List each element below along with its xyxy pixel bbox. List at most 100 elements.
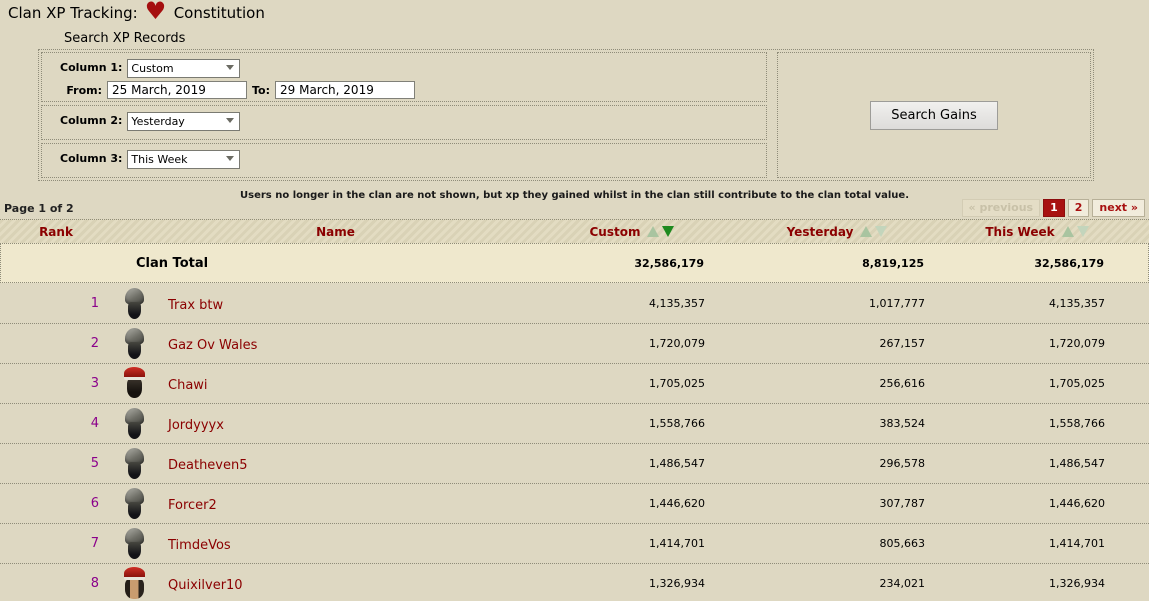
player-avatar (122, 527, 148, 561)
clan-total-yesterday: 8,819,125 (862, 256, 924, 270)
sort-desc-icon[interactable] (1076, 226, 1089, 237)
this-week-xp-value: 1,446,620 (1049, 497, 1105, 510)
rank-value: 3 (90, 376, 99, 391)
player-avatar (122, 566, 148, 601)
search-heading: Search XP Records (64, 31, 186, 46)
rank-value: 2 (90, 336, 99, 351)
pagination: « previous 1 2 next » (961, 199, 1145, 217)
this-week-xp-value: 1,705,025 (1049, 377, 1105, 390)
column2-box: Column 2: Yesterday (41, 105, 767, 140)
page-1-button[interactable]: 1 (1043, 199, 1065, 217)
player-name-link[interactable]: TimdeVos (168, 538, 231, 553)
column2-select-wrap: Yesterday (127, 110, 241, 131)
column1-select[interactable]: Custom (127, 59, 241, 78)
this-week-xp-value: 1,720,079 (1049, 337, 1105, 350)
custom-xp-value: 1,558,766 (649, 417, 705, 430)
player-rows: 1 Trax btw 4,135,357 1,017,777 4,135,357… (0, 284, 1149, 601)
rank-value: 6 (90, 496, 99, 511)
table-row: 4 Jordyyyx 1,558,766 383,524 1,558,766 (0, 404, 1149, 444)
custom-xp-value: 4,135,357 (649, 297, 705, 310)
rank-value: 1 (90, 296, 99, 311)
table-row: 8 Quixilver10 1,326,934 234,021 1,326,93… (0, 564, 1149, 601)
table-row: 2 Gaz Ov Wales 1,720,079 267,157 1,720,0… (0, 324, 1149, 364)
yesterday-xp-value: 296,578 (879, 457, 926, 470)
search-gains-button[interactable]: Search Gains (870, 100, 998, 130)
rank-value: 5 (90, 456, 99, 471)
column3-select[interactable]: This Week (127, 150, 241, 169)
yesterday-xp-value: 805,663 (879, 537, 926, 550)
clan-total-this-week: 32,586,179 (1034, 256, 1104, 270)
rank-value: 8 (90, 576, 99, 591)
column2-select[interactable]: Yesterday (127, 112, 241, 131)
custom-xp-value: 1,720,079 (649, 337, 705, 350)
this-week-xp-value: 1,414,701 (1049, 537, 1105, 550)
column1-box: Column 1: Custom From: To: (41, 52, 767, 102)
player-avatar (122, 447, 148, 481)
sort-asc-icon[interactable] (1061, 226, 1074, 237)
player-name-link[interactable]: Deatheven5 (168, 458, 248, 473)
column-header-custom[interactable]: Custom (559, 225, 749, 239)
column3-label: Column 3: (60, 152, 123, 165)
sort-asc-icon[interactable] (647, 226, 660, 237)
custom-xp-value: 1,705,025 (649, 377, 705, 390)
player-avatar (122, 407, 148, 441)
yesterday-xp-value: 1,017,777 (869, 297, 925, 310)
yesterday-xp-value: 267,157 (879, 337, 926, 350)
column-header-yesterday[interactable]: Yesterday (749, 225, 969, 239)
clan-total-note: Users no longer in the clan are not show… (240, 190, 909, 201)
column1-select-wrap: Custom (127, 57, 241, 78)
this-week-xp-value: 4,135,357 (1049, 297, 1105, 310)
previous-page-button: « previous (961, 199, 1041, 217)
this-week-xp-value: 1,558,766 (1049, 417, 1105, 430)
player-avatar (122, 487, 148, 521)
next-page-button[interactable]: next » (1092, 199, 1145, 217)
column1-label: Column 1: (60, 61, 123, 74)
player-name-link[interactable]: Chawi (168, 378, 208, 393)
page-indicator: Page 1 of 2 (4, 202, 74, 215)
player-avatar (122, 287, 148, 321)
player-name-link[interactable]: Jordyyyx (168, 418, 224, 433)
player-name-link[interactable]: Trax btw (168, 298, 224, 313)
column-header-rank: Rank (39, 224, 73, 239)
form-columns: Column 1: Custom From: To: Column 2: (41, 52, 767, 178)
column-header-this-week[interactable]: This Week (969, 225, 1149, 239)
player-avatar (122, 327, 148, 361)
from-date-input[interactable] (107, 81, 247, 99)
table-header: Rank Name Custom Yesterday This Week (0, 219, 1149, 243)
skill-name: Constitution (173, 4, 265, 22)
custom-xp-value: 1,446,620 (649, 497, 705, 510)
column2-label: Column 2: (60, 114, 123, 127)
page-2-button[interactable]: 2 (1067, 199, 1090, 217)
custom-xp-value: 1,414,701 (649, 537, 705, 550)
player-avatar (122, 366, 148, 401)
this-week-xp-value: 1,486,547 (1049, 457, 1105, 470)
clan-total-row: Clan Total 32,586,179 8,819,125 32,586,1… (0, 243, 1149, 283)
sort-asc-icon[interactable] (860, 226, 873, 237)
custom-xp-value: 1,486,547 (649, 457, 705, 470)
column3-select-wrap: This Week (127, 148, 241, 169)
yesterday-xp-value: 383,524 (879, 417, 926, 430)
from-label: From: (66, 83, 102, 97)
column3-box: Column 3: This Week (41, 143, 767, 178)
constitution-heart-icon (145, 0, 167, 25)
player-name-link[interactable]: Quixilver10 (168, 578, 243, 593)
to-date-input[interactable] (275, 81, 415, 99)
clan-total-custom: 32,586,179 (634, 256, 704, 270)
sort-desc-icon[interactable] (662, 226, 675, 237)
table-row: 7 TimdeVos 1,414,701 805,663 1,414,701 (0, 524, 1149, 564)
table-row: 5 Deatheven5 1,486,547 296,578 1,486,547 (0, 444, 1149, 484)
sort-desc-icon[interactable] (875, 226, 888, 237)
table-row: 3 Chawi 1,705,025 256,616 1,705,025 (0, 364, 1149, 404)
to-label: To: (252, 83, 270, 97)
search-button-box: Search Gains (777, 52, 1091, 178)
player-name-link[interactable]: Gaz Ov Wales (168, 338, 258, 353)
page-title-bar: Clan XP Tracking: Constitution (8, 0, 265, 25)
rank-value: 4 (90, 416, 99, 431)
column-header-name: Name (316, 224, 355, 239)
search-xp-form: Column 1: Custom From: To: Column 2: (38, 49, 1094, 181)
table-row: 1 Trax btw 4,135,357 1,017,777 4,135,357 (0, 284, 1149, 324)
this-week-xp-value: 1,326,934 (1049, 577, 1105, 590)
page-title: Clan XP Tracking: (8, 4, 138, 22)
player-name-link[interactable]: Forcer2 (168, 498, 217, 513)
